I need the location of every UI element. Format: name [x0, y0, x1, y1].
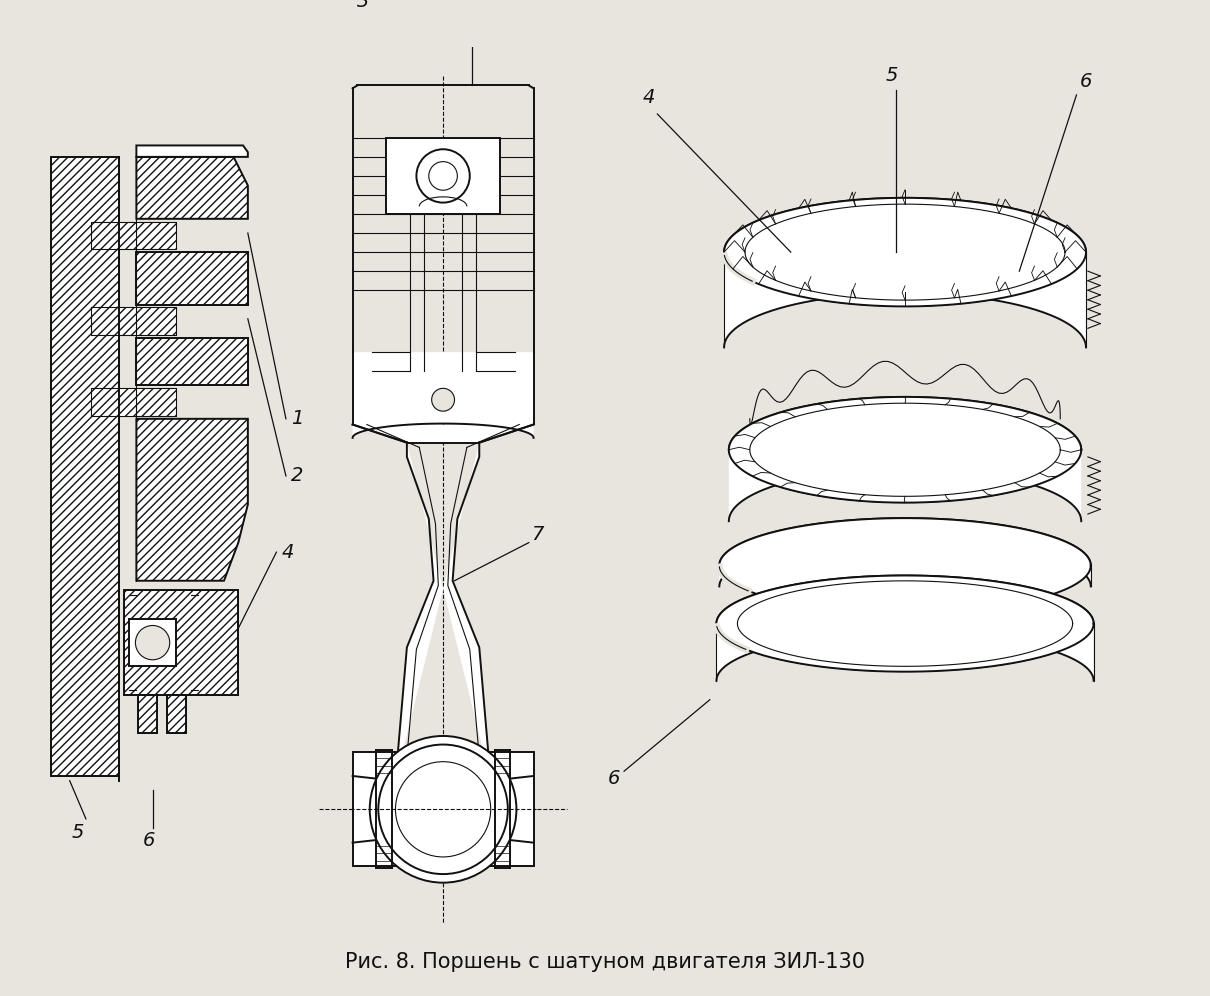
Text: 6: 6 [607, 769, 621, 788]
Polygon shape [724, 198, 1087, 307]
Text: 4: 4 [643, 88, 656, 107]
Polygon shape [352, 424, 534, 442]
Text: 4: 4 [281, 543, 294, 562]
Text: Рис. 8. Поршень с шатуном двигателя ЗИЛ-130: Рис. 8. Поршень с шатуном двигателя ЗИЛ-… [345, 952, 865, 972]
Circle shape [379, 745, 508, 874]
Bar [91, 222, 177, 249]
Polygon shape [716, 576, 1094, 671]
Text: 5: 5 [71, 823, 83, 842]
Circle shape [416, 149, 469, 202]
Bar [167, 695, 186, 733]
Text: 7: 7 [531, 525, 545, 544]
Circle shape [136, 625, 169, 659]
Polygon shape [137, 252, 248, 305]
Bar [91, 308, 177, 335]
Bar [91, 388, 177, 416]
Polygon shape [396, 442, 491, 781]
Polygon shape [724, 198, 1087, 348]
Text: 6: 6 [1079, 73, 1091, 92]
Text: 6: 6 [143, 831, 155, 850]
Bar [123, 591, 238, 695]
Polygon shape [137, 338, 248, 385]
Bar [91, 308, 177, 335]
Text: 2: 2 [290, 466, 302, 485]
Polygon shape [137, 145, 248, 157]
Text: 3: 3 [357, 0, 370, 11]
Bar [138, 695, 157, 733]
Polygon shape [728, 396, 1082, 521]
Circle shape [396, 762, 491, 857]
Bar [123, 591, 238, 695]
Bar [167, 695, 186, 733]
Bar [51, 157, 120, 776]
Polygon shape [137, 418, 248, 581]
Bar [386, 137, 500, 214]
Text: 1: 1 [290, 409, 302, 428]
Bar [138, 695, 157, 733]
Circle shape [428, 161, 457, 190]
Bar [51, 157, 120, 776]
Polygon shape [728, 396, 1082, 503]
Polygon shape [716, 576, 1094, 680]
Polygon shape [352, 353, 534, 438]
Bar [91, 388, 177, 416]
Bar [128, 619, 177, 666]
Polygon shape [719, 518, 1090, 613]
Bar [352, 752, 534, 867]
Circle shape [432, 388, 455, 411]
Text: 5: 5 [886, 66, 898, 85]
Bar [91, 222, 177, 249]
Polygon shape [137, 157, 248, 219]
Circle shape [370, 736, 517, 882]
Polygon shape [719, 518, 1090, 587]
